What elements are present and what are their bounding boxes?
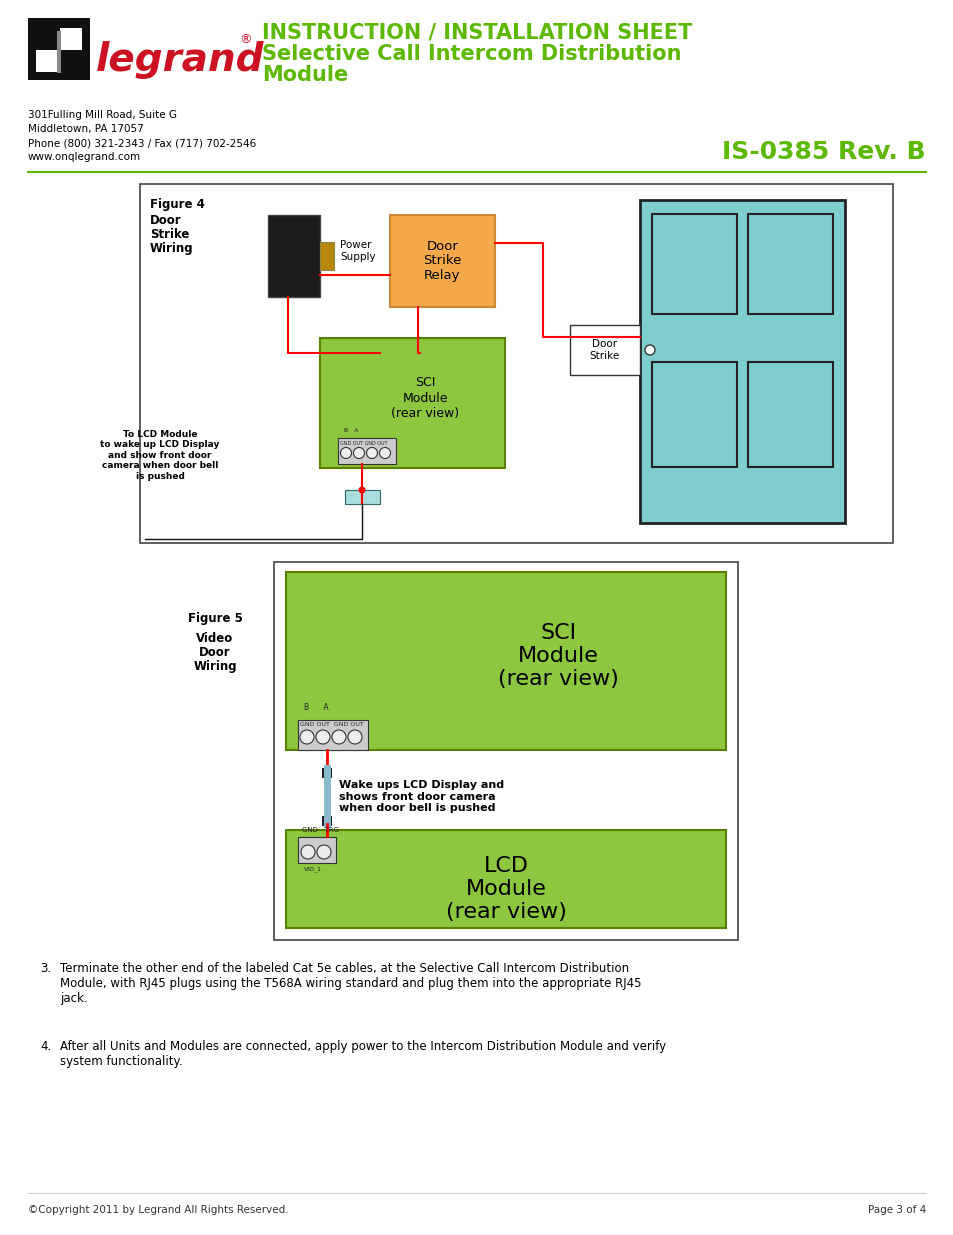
Bar <box>569 325 639 375</box>
Circle shape <box>366 447 377 458</box>
Text: Page 3 of 4: Page 3 of 4 <box>867 1205 925 1215</box>
Text: B      A: B A <box>304 703 328 713</box>
Text: Phone (800) 321-2343 / Fax (717) 702-2546: Phone (800) 321-2343 / Fax (717) 702-254… <box>28 138 256 148</box>
Text: legrand: legrand <box>96 41 264 79</box>
Bar <box>747 362 832 467</box>
Bar <box>286 830 725 927</box>
Text: www.onqlegrand.com: www.onqlegrand.com <box>28 152 141 162</box>
Text: 4.: 4. <box>40 1040 51 1053</box>
Bar <box>268 215 319 296</box>
Circle shape <box>644 345 655 354</box>
Text: VID_1: VID_1 <box>304 866 322 872</box>
Text: 301Fulling Mill Road, Suite G: 301Fulling Mill Road, Suite G <box>28 110 177 120</box>
Bar <box>60 28 82 49</box>
Bar <box>651 214 737 314</box>
Bar <box>140 184 892 543</box>
Bar <box>322 816 332 826</box>
Text: To LCD Module
to wake up LCD Display
and show front door
camera when door bell
i: To LCD Module to wake up LCD Display and… <box>100 430 219 480</box>
Bar <box>651 362 737 467</box>
Text: Figure 5: Figure 5 <box>188 613 242 625</box>
Text: Selective Call Intercom Distribution: Selective Call Intercom Distribution <box>262 44 680 64</box>
Text: Strike: Strike <box>150 228 190 241</box>
Circle shape <box>354 447 364 458</box>
Bar <box>337 438 395 464</box>
Text: Wiring: Wiring <box>193 659 236 673</box>
Text: Video: Video <box>196 632 233 645</box>
Circle shape <box>348 730 361 743</box>
Bar <box>297 837 335 863</box>
Bar <box>36 49 58 72</box>
Text: Power
Supply: Power Supply <box>339 240 375 262</box>
Text: 3.: 3. <box>40 962 51 974</box>
Circle shape <box>340 447 351 458</box>
Bar <box>297 720 368 750</box>
Text: After all Units and Modules are connected, apply power to the Intercom Distribut: After all Units and Modules are connecte… <box>60 1040 665 1068</box>
Bar <box>57 31 61 73</box>
Text: Door: Door <box>199 646 231 659</box>
Circle shape <box>315 730 330 743</box>
Text: Middletown, PA 17057: Middletown, PA 17057 <box>28 124 144 135</box>
Bar <box>319 242 334 270</box>
Bar <box>345 490 379 504</box>
Text: IS-0385 Rev. B: IS-0385 Rev. B <box>721 140 925 164</box>
Text: Wake ups LCD Display and
shows front door camera
when door bell is pushed: Wake ups LCD Display and shows front doo… <box>338 781 503 813</box>
Text: SCI
Module
(rear view): SCI Module (rear view) <box>391 377 459 420</box>
Text: Figure 4: Figure 4 <box>150 198 205 211</box>
Circle shape <box>358 487 365 494</box>
Text: GND OUT GND OUT: GND OUT GND OUT <box>339 441 387 446</box>
Text: SCI
Module
(rear view): SCI Module (rear view) <box>497 622 618 689</box>
Bar <box>639 200 844 522</box>
Circle shape <box>301 845 314 860</box>
Bar <box>747 214 832 314</box>
Text: Door
Strike: Door Strike <box>589 340 619 361</box>
Text: B   A: B A <box>344 429 358 433</box>
Bar <box>286 572 725 750</box>
Text: Module: Module <box>262 65 348 85</box>
Bar <box>274 562 738 940</box>
Text: GND OUT  GND OUT: GND OUT GND OUT <box>299 722 363 727</box>
Text: Door: Door <box>150 214 181 227</box>
Text: ©Copyright 2011 by Legrand All Rights Reserved.: ©Copyright 2011 by Legrand All Rights Re… <box>28 1205 289 1215</box>
Text: Door
Strike
Relay: Door Strike Relay <box>423 240 461 283</box>
Text: INSTRUCTION / INSTALLATION SHEET: INSTRUCTION / INSTALLATION SHEET <box>262 23 692 43</box>
Text: Wiring: Wiring <box>150 242 193 254</box>
Bar <box>322 768 332 778</box>
Circle shape <box>332 730 346 743</box>
Circle shape <box>299 730 314 743</box>
Circle shape <box>316 845 331 860</box>
Bar <box>319 338 504 468</box>
Bar <box>28 19 90 80</box>
Text: LCD
Module
(rear view): LCD Module (rear view) <box>445 856 566 923</box>
Text: GND   TRG: GND TRG <box>302 827 338 832</box>
Bar <box>390 215 495 308</box>
Text: Terminate the other end of the labeled Cat 5e cables, at the Selective Call Inte: Terminate the other end of the labeled C… <box>60 962 640 1005</box>
Text: ®: ® <box>239 33 252 47</box>
Circle shape <box>379 447 390 458</box>
